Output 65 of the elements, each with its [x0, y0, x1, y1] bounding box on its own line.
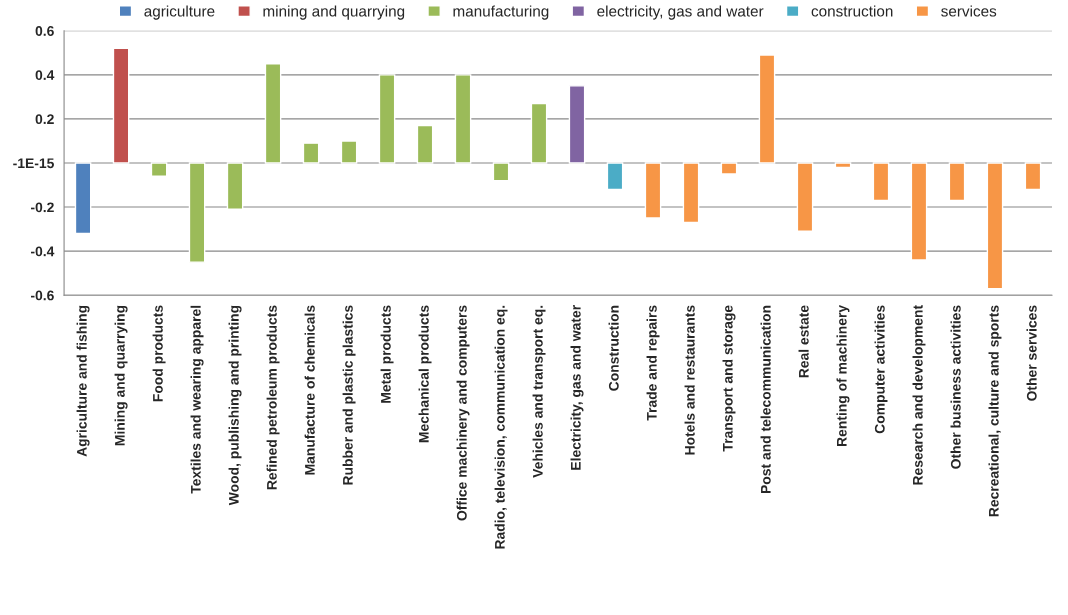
bar	[150, 162, 168, 177]
x-tick-label: Trade and repairs	[646, 305, 660, 421]
bar	[758, 54, 776, 164]
y-tick-label: -0.6	[30, 290, 54, 301]
y-tick-label: -0.2	[30, 202, 54, 213]
x-tick-label: Mechanical products	[418, 305, 432, 443]
y-tick-label: 0.2	[35, 114, 54, 125]
bar	[644, 162, 662, 219]
x-tick-label: Research and development	[912, 305, 926, 485]
bar	[416, 124, 434, 164]
bar	[378, 74, 396, 164]
x-tick-label: Vehicles and transport eq.	[532, 305, 546, 478]
legend-label: manufacturing	[453, 5, 549, 20]
bar	[226, 162, 244, 210]
x-tick-label: Renting of machinery	[836, 304, 850, 446]
y-tick-label: 0.4	[35, 70, 55, 80]
x-tick-label: Real estate	[798, 305, 809, 378]
bar	[1024, 162, 1042, 191]
x-tick-label: Agriculture and fishing	[76, 305, 90, 457]
x-tick-label: Computer activities	[874, 305, 888, 434]
x-tick-label: Rubber and plastic plastics	[342, 305, 356, 485]
x-tick-label: Other services	[1026, 305, 1037, 401]
bar	[340, 140, 358, 164]
bar	[796, 162, 814, 232]
x-tick-label: Office machinery and computers	[456, 305, 470, 521]
x-tick-label: Metal products	[380, 305, 394, 403]
bar	[986, 162, 1004, 290]
bar	[530, 102, 548, 164]
x-tick-label: Transport and storage	[722, 305, 736, 452]
legend-label: electricity, gas and water	[597, 5, 764, 20]
bar	[682, 162, 700, 224]
x-tick-label: Post and telecommunication	[760, 305, 771, 494]
x-tick-label: Construction	[608, 305, 619, 391]
legend-label: construction	[811, 5, 893, 17]
y-tick-label: -1E-15	[13, 158, 54, 169]
x-tick-label: Manufacture of chemicals	[304, 305, 315, 475]
x-tick-label: Electricity, gas and water	[570, 305, 584, 470]
legend-label: services	[941, 5, 997, 17]
bar	[872, 162, 890, 202]
x-tick-label: Radio, television, communication eq.	[494, 305, 508, 549]
bar	[606, 162, 624, 191]
bar	[302, 142, 320, 164]
x-tick-label: Other business activities	[950, 305, 961, 469]
x-tick-label: Refined petroleum products	[266, 305, 280, 490]
y-tick-label: -0.4	[30, 246, 55, 257]
x-tick-label: Wood, publishing and printing	[228, 305, 242, 506]
bar	[910, 162, 928, 261]
bar	[264, 63, 282, 164]
bar	[112, 47, 130, 164]
bar	[834, 162, 852, 169]
bar	[492, 162, 510, 182]
x-tick-label: Recreational, culture and sports	[988, 305, 1002, 517]
bar	[74, 162, 92, 235]
bar	[454, 74, 472, 164]
legend-label: agriculture	[144, 5, 215, 20]
x-tick-label: Hotels and restaurants	[684, 305, 695, 455]
legend-label: mining and quarrying	[263, 5, 405, 20]
bar	[720, 162, 738, 175]
bar	[948, 162, 966, 202]
bar	[188, 162, 206, 263]
x-tick-label: Food products	[152, 305, 166, 402]
x-tick-label: Mining and quarrying	[114, 305, 128, 446]
bar	[568, 85, 586, 164]
y-tick-label: 0.6	[35, 26, 54, 36]
x-tick-label: Textiles and wearing apparel	[190, 305, 204, 494]
